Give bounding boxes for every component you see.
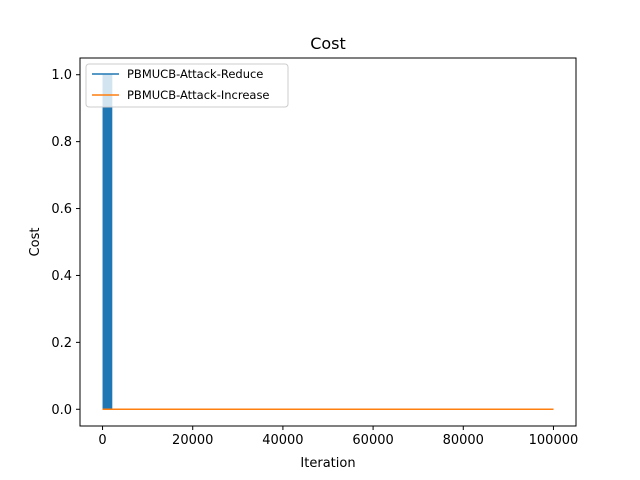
x-tick-label: 20000 <box>172 433 213 448</box>
y-tick-label: 0.4 <box>51 269 72 284</box>
y-tick-label: 0.6 <box>51 202 72 217</box>
series-reduce-oscillation-band <box>102 74 112 410</box>
legend: PBMUCB-Attack-Reduce PBMUCB-Attack-Incre… <box>85 63 289 108</box>
chart-title: Cost <box>310 34 346 53</box>
y-axis: 0.0 0.2 0.4 0.6 0.8 1.0 <box>51 68 80 418</box>
y-axis-label: Cost <box>28 228 43 257</box>
plot-frame <box>79 57 577 427</box>
x-tick-label: 40000 <box>262 433 303 448</box>
legend-label-increase: PBMUCB-Attack-Increase <box>127 88 270 102</box>
x-tick-label: 60000 <box>352 433 393 448</box>
y-tick-label: 0.0 <box>51 403 72 418</box>
legend-box <box>85 63 289 108</box>
legend-label-reduce: PBMUCB-Attack-Reduce <box>127 67 263 81</box>
x-axis: 0 20000 40000 60000 80000 100000 <box>98 426 578 448</box>
x-axis-label: Iteration <box>300 456 355 471</box>
x-tick-label: 100000 <box>529 433 579 448</box>
plot-area <box>79 57 577 427</box>
y-tick-label: 1.0 <box>51 68 72 83</box>
y-tick-label: 0.2 <box>51 336 72 351</box>
plot-frame-bg <box>80 58 576 426</box>
x-tick-label: 0 <box>98 433 106 448</box>
y-tick-label: 0.8 <box>51 135 72 150</box>
x-tick-label: 80000 <box>443 433 484 448</box>
